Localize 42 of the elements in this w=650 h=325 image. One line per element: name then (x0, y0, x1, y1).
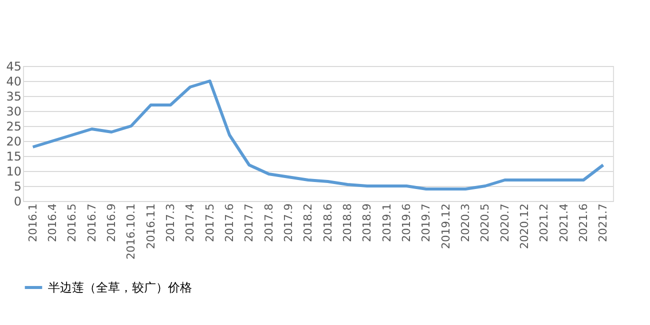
legend-label: 半边莲（全草，较广）价格 (48, 280, 192, 294)
x-tick-label: 2020.12 (518, 204, 531, 249)
x-tick-label: 2016.4 (46, 204, 59, 242)
x-tick-label: 2020.5 (478, 204, 492, 242)
x-tick-label: 2021.2 (538, 204, 551, 242)
x-tick-label: 2019.1 (380, 204, 394, 242)
x-tick-label: 2021.6 (577, 204, 590, 242)
x-tick-label: 2019.12 (439, 204, 452, 249)
y-tick-label: 10 (6, 164, 22, 178)
x-tick-label: 2016.11 (144, 204, 158, 249)
x-tick-label: 2018.9 (360, 204, 374, 242)
x-tick-label: 2020.7 (498, 204, 512, 242)
x-tick-label: 2017.8 (262, 204, 276, 242)
x-tick-label: 2018.8 (341, 204, 354, 242)
x-tick-label: 2021.7 (596, 204, 610, 242)
x-tick-label: 2016.10.1 (124, 204, 138, 260)
y-tick-label: 5 (14, 180, 22, 194)
x-tick-label: 2018.6 (321, 204, 334, 242)
y-tick-label: 20 (6, 134, 22, 148)
x-tick-label: 2017.7 (242, 204, 256, 242)
y-tick-label: 45 (6, 60, 22, 74)
x-tick-label: 2016.7 (85, 204, 98, 242)
x-tick-label: 2020.3 (459, 204, 472, 242)
x-tick-label: 2018.2 (302, 204, 315, 242)
x-tick-label: 2016.1 (26, 204, 40, 242)
y-tick-label: 15 (6, 150, 22, 164)
x-tick-label: 2017.3 (164, 204, 177, 242)
x-tick-label: 2017.9 (282, 204, 295, 242)
line-series (31, 80, 605, 190)
y-tick-label: 40 (6, 74, 22, 88)
y-tick-label: 35 (6, 90, 22, 104)
x-tick-label: 2017.4 (184, 204, 197, 242)
x-tick-label: 2017.6 (223, 204, 236, 242)
y-tick-label: 30 (6, 104, 22, 118)
x-tick-label: 2019.6 (400, 204, 413, 242)
x-tick-label: 2017.5 (203, 204, 216, 242)
x-tick-label: 2016.9 (105, 204, 118, 242)
y-tick-label: 25 (6, 120, 22, 134)
y-tick-label: 0 (14, 194, 22, 208)
x-tick-label: 2016.5 (66, 204, 79, 242)
x-tick-label: 2019.7 (420, 204, 433, 242)
x-tick-label: 2021.4 (557, 204, 570, 242)
